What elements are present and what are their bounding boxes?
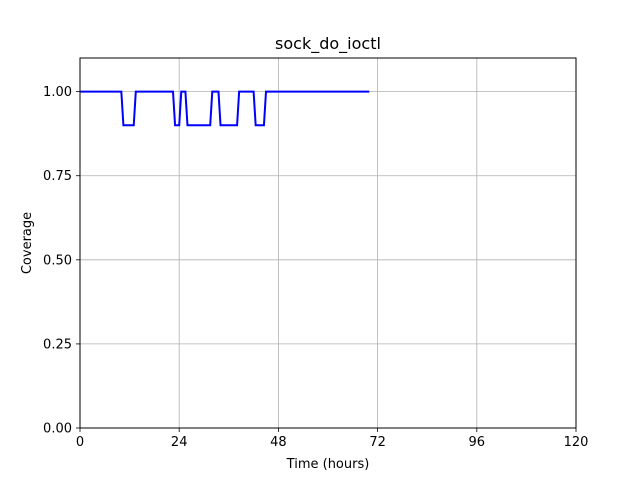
y-axis-label: Coverage [20,212,35,274]
series-layer [80,90,370,127]
x-tick-label: 0 [76,435,84,450]
y-axis-ticks: 0.00 0.25 0.50 0.75 1.00 [43,85,80,437]
y-tick-label: 0.25 [43,337,72,352]
plot-frame [79,57,577,429]
x-tick-label: 120 [564,435,589,450]
x-axis-ticks: 0 24 48 72 96 120 [76,428,589,450]
y-tick-label: 0.00 [43,422,72,437]
y-tick-label: 0.50 [43,253,72,268]
y-tick-label: 0.75 [43,169,72,184]
coverage-line-series [80,90,370,127]
x-tick-label: 96 [469,435,486,450]
y-tick-label: 1.00 [43,85,72,100]
x-tick-label: 48 [270,435,287,450]
x-tick-label: 72 [369,435,386,450]
x-axis-label: Time (hours) [286,457,370,472]
chart-title: sock_do_ioctl [275,34,381,54]
x-tick-label: 24 [171,435,188,450]
